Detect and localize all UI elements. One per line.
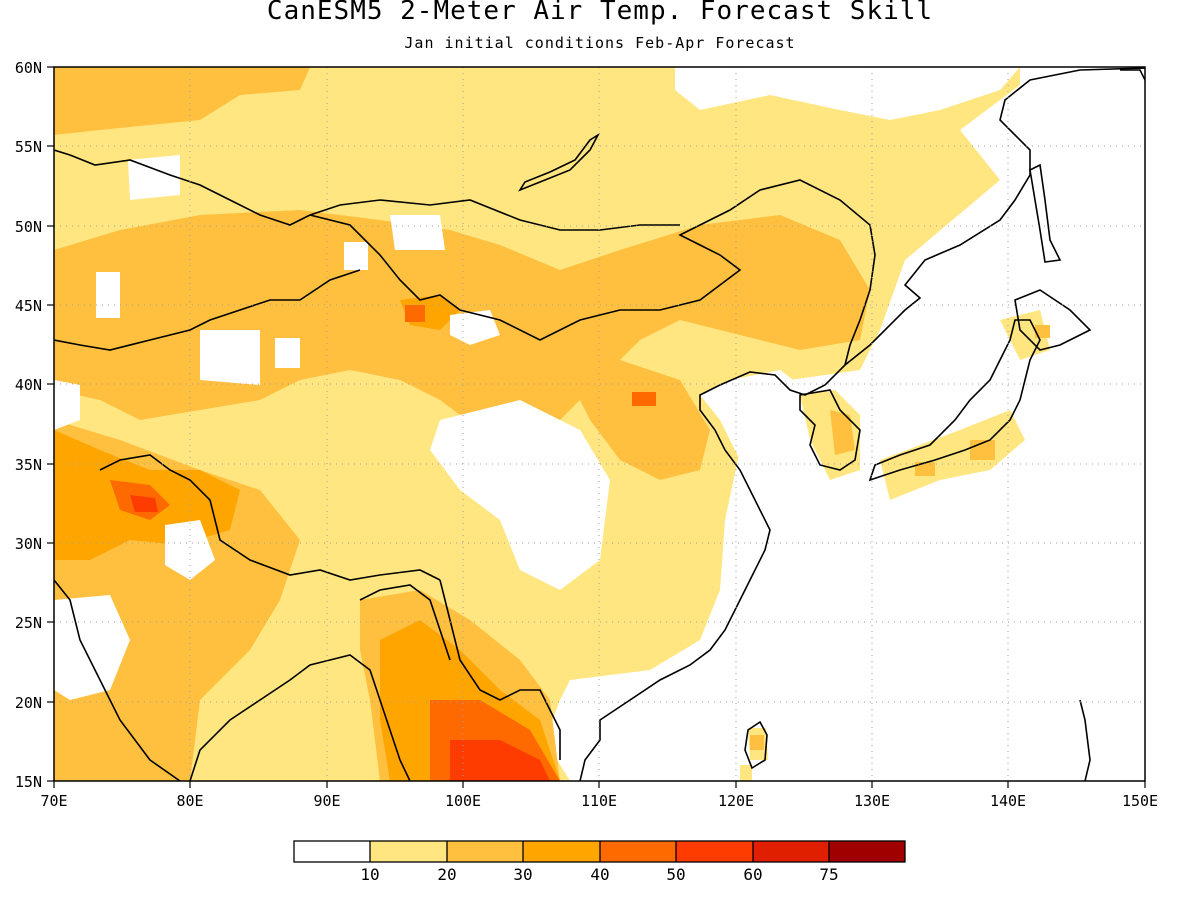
philippines-coastline: [1079, 699, 1091, 781]
skill-region-50-60-kashmir: [130, 495, 158, 512]
lon-tick-label: 110E: [581, 792, 617, 810]
skill-region-20-30-north: [54, 67, 310, 135]
low-skill-patch: [450, 310, 500, 345]
lon-tick-label: 140E: [990, 792, 1026, 810]
colorbar-label: 60: [743, 865, 762, 884]
lat-tick-label: 25N: [15, 614, 42, 632]
lat-tick-label: 60N: [15, 59, 42, 77]
taiwan-coastline: [744, 720, 768, 770]
colorbar-swatch: [600, 841, 676, 862]
lat-tick-label: 20N: [15, 694, 42, 712]
himalaya-border: [99, 454, 441, 581]
colorbar-swatch: [676, 841, 753, 862]
colorbar-label: 50: [666, 865, 685, 884]
low-skill-patch: [128, 155, 180, 200]
colorbar-swatch: [829, 841, 905, 862]
low-skill-patch: [165, 520, 215, 580]
low-skill-patch: [675, 67, 1020, 120]
map-subtitle: Jan initial conditions Feb-Apr Forecast: [404, 34, 796, 52]
lat-tick-label: 45N: [15, 297, 42, 315]
colorbar-label: 40: [590, 865, 609, 884]
colorbar-label: 20: [437, 865, 456, 884]
low-skill-patch: [200, 330, 260, 385]
lon-tick-label: 120E: [718, 792, 754, 810]
low-skill-patch: [344, 242, 368, 270]
lon-tick-label: 80E: [176, 792, 203, 810]
skill-region-japan: [1035, 325, 1050, 338]
lon-tick-label: 100E: [445, 792, 481, 810]
map-title: CanESM5 2-Meter Air Temp. Forecast Skill: [266, 0, 934, 26]
india-south-border: [54, 579, 181, 781]
lake-baikal: [518, 132, 601, 192]
skill-region-japan: [915, 462, 935, 476]
skill-shading: [54, 67, 1145, 781]
kazakhstan-border: [54, 149, 311, 226]
skill-region-40-50-central: [405, 305, 425, 322]
skill-region-taiwan: [750, 735, 764, 750]
kamchatka-coastline: [1120, 69, 1145, 81]
low-skill-patch: [96, 272, 120, 318]
low-skill-patch: [520, 500, 590, 580]
colorbar-label: 30: [513, 865, 532, 884]
tick-marks: [47, 66, 1146, 788]
japan-coastline: [868, 319, 1041, 482]
bay-of-bengal-coast: [189, 654, 411, 781]
colorbar-swatch: [753, 841, 829, 862]
lon-tick-label: 70E: [40, 792, 67, 810]
colorbar-swatch: [447, 841, 523, 862]
colorbar-label: 75: [819, 865, 838, 884]
lat-tick-label: 15N: [15, 773, 42, 791]
skill-region-40-50-east: [632, 392, 656, 406]
skill-region-korea-land: [800, 390, 860, 480]
skill-region-korea-land: [830, 410, 855, 455]
russia-mongolia-border: [309, 199, 680, 231]
central-asia-border: [54, 269, 361, 351]
myanmar-border: [359, 584, 451, 661]
lat-tick-labels: 15N 20N 25N 30N 35N 40N 45N 50N 55N 60N: [15, 59, 42, 791]
skill-region-50-60-indochina: [450, 740, 550, 781]
skill-region-sea: [740, 765, 752, 781]
colorbar-label: 10: [360, 865, 379, 884]
lon-tick-label: 90E: [313, 792, 340, 810]
low-skill-patch: [54, 595, 130, 700]
lat-tick-label: 55N: [15, 138, 42, 156]
low-skill-patch: [275, 338, 300, 368]
lat-tick-label: 35N: [15, 456, 42, 474]
colorbar-swatch: [523, 841, 600, 862]
east-asia-coastline: [579, 67, 1145, 781]
gridlines: [54, 67, 1145, 781]
lat-tick-label: 30N: [15, 535, 42, 553]
hokkaido-coastline: [1014, 289, 1092, 351]
lon-tick-label: 130E: [854, 792, 890, 810]
lat-tick-label: 40N: [15, 376, 42, 394]
skill-region-20-30-east: [560, 360, 710, 480]
colorbar-swatch: [370, 841, 447, 862]
colorbar-swatch: [294, 841, 370, 862]
colorbar: 10 20 30 40 50 60 75: [293, 840, 906, 884]
lon-tick-label: 150E: [1122, 792, 1158, 810]
lon-tick-labels: 70E 80E 90E 100E 110E 120E 130E 140E 150…: [40, 792, 1158, 810]
ocean-mask: [580, 67, 1145, 781]
korea-coastline: [799, 389, 861, 471]
indochina-border: [439, 579, 561, 760]
lat-tick-label: 50N: [15, 218, 42, 236]
sakhalin-coastline: [1029, 163, 1062, 263]
low-skill-patch: [390, 215, 445, 250]
ocean-mask: [54, 380, 80, 430]
